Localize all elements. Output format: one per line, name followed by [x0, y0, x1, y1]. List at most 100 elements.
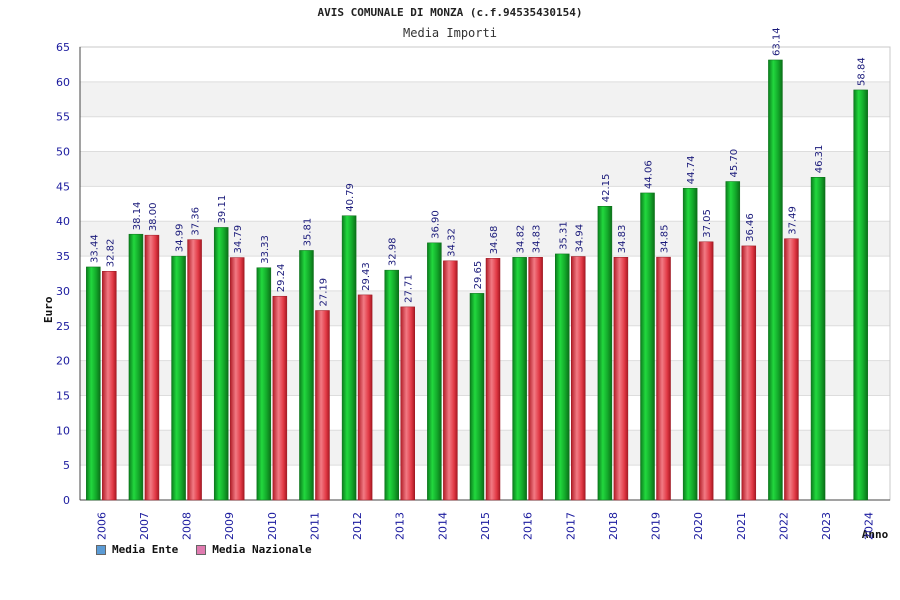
data-label: 38.14: [132, 202, 143, 231]
x-tick-label: 2006: [95, 512, 108, 540]
bar-media-nazionale-2014: [443, 260, 458, 501]
grid-band: [80, 151, 890, 187]
bar-media-ente-2015: [469, 293, 485, 501]
data-label: 37.49: [787, 206, 798, 235]
x-tick-label: 2023: [820, 512, 833, 540]
data-label: 45.70: [729, 149, 740, 178]
data-label: 33.44: [89, 234, 100, 263]
x-tick-label: 2019: [650, 512, 663, 540]
bar-media-nazionale-2006: [102, 271, 117, 501]
x-tick-label: 2008: [181, 512, 194, 540]
x-tick-label: 2012: [351, 512, 364, 540]
bar-media-nazionale-2016: [528, 257, 543, 501]
y-tick-label: 65: [56, 41, 70, 54]
bar-media-ente-2014: [427, 242, 442, 501]
bar-media-ente-2016: [512, 257, 527, 501]
data-label: 29.43: [361, 262, 372, 291]
y-tick-label: 25: [56, 320, 70, 333]
legend-swatch-media-ente: [96, 544, 106, 555]
bar-media-ente-2019: [640, 192, 655, 501]
bar-media-ente-2012: [341, 215, 357, 501]
data-label: 35.31: [558, 221, 569, 250]
bar-media-nazionale-2007: [144, 234, 160, 501]
bar-media-nazionale-2010: [272, 295, 288, 501]
bar-media-ente-2010: [256, 267, 272, 501]
x-tick-label: 2014: [436, 512, 449, 540]
data-label: 27.71: [404, 274, 415, 303]
chart-subtitle: Media Importi: [403, 26, 497, 40]
bar-media-ente-2023: [810, 177, 826, 501]
x-tick-label: 2020: [692, 512, 705, 540]
data-label: 34.83: [532, 225, 543, 254]
bar-media-ente-2022: [768, 59, 783, 501]
bar-media-ente-2006: [86, 266, 101, 501]
bar-media-ente-2024: [853, 89, 868, 501]
data-label: 35.81: [302, 218, 313, 247]
y-tick-label: 30: [56, 285, 70, 298]
data-label: 34.85: [660, 224, 671, 253]
bar-media-nazionale-2015: [485, 258, 501, 501]
grid-band: [80, 81, 890, 117]
bar-media-nazionale-2021: [741, 245, 757, 501]
x-tick-label: 2024: [863, 512, 876, 540]
data-label: 34.68: [489, 226, 500, 255]
data-label: 44.06: [644, 160, 655, 189]
data-label: 44.74: [686, 156, 697, 185]
y-tick-label: 35: [56, 250, 70, 263]
chart-title: AVIS COMUNALE DI MONZA (c.f.94535430154): [317, 6, 583, 19]
x-tick-label: 2022: [777, 512, 790, 540]
data-label: 34.82: [516, 225, 527, 254]
data-label: 27.19: [318, 278, 329, 307]
x-tick-label: 2007: [138, 512, 151, 540]
bar-media-nazionale-2008: [187, 239, 202, 501]
x-tick-label: 2021: [735, 512, 748, 540]
legend-label-media-nazionale: Media Nazionale: [212, 543, 312, 556]
data-label: 34.99: [175, 224, 186, 253]
y-tick-label: 40: [56, 215, 70, 228]
x-tick-label: 2013: [394, 512, 407, 540]
bar-media-nazionale-2020: [698, 241, 714, 501]
y-tick-label: 45: [56, 180, 70, 193]
data-label: 39.11: [217, 195, 228, 224]
x-tick-label: 2016: [522, 512, 535, 540]
x-tick-label: 2015: [479, 512, 492, 540]
data-label: 37.36: [191, 207, 202, 236]
y-tick-label: 10: [56, 424, 70, 437]
y-tick-label: 20: [56, 355, 70, 368]
data-label: 36.46: [745, 213, 756, 242]
data-label: 32.98: [388, 238, 399, 267]
bar-media-nazionale-2012: [357, 294, 373, 501]
data-label: 29.24: [276, 264, 287, 293]
x-tick-label: 2018: [607, 512, 620, 540]
y-tick-label: 55: [56, 111, 70, 124]
legend-swatch-media-nazionale: [196, 544, 207, 555]
bar-media-ente-2017: [555, 253, 570, 501]
bar-media-nazionale-2017: [571, 256, 586, 501]
x-tick-label: 2011: [308, 512, 321, 540]
data-label: 46.31: [814, 145, 825, 174]
bar-media-ente-2013: [384, 269, 399, 501]
bar-media-nazionale-2013: [400, 306, 415, 501]
data-label: 42.15: [601, 174, 612, 203]
bar-media-ente-2007: [128, 233, 144, 501]
bar-media-nazionale-2011: [315, 310, 330, 501]
x-axis-label: Anno: [862, 528, 889, 541]
bar-media-ente-2021: [725, 181, 741, 501]
data-label: 40.79: [345, 183, 356, 212]
legend-item-media-nazionale: Media Nazionale: [196, 543, 312, 556]
bar-media-nazionale-2009: [229, 257, 245, 501]
bar-media-nazionale-2022: [784, 238, 799, 501]
legend: Media Ente Media Nazionale: [96, 543, 312, 556]
legend-label-media-ente: Media Ente: [112, 543, 179, 556]
bar-media-ente-2020: [682, 187, 698, 501]
y-tick-label: 0: [63, 494, 70, 507]
data-label: 63.14: [771, 27, 782, 56]
bar-media-ente-2009: [213, 227, 229, 501]
legend-item-media-ente: Media Ente: [96, 543, 178, 556]
data-label: 38.00: [148, 203, 159, 232]
data-label: 36.90: [430, 210, 441, 239]
data-label: 29.65: [473, 261, 484, 290]
y-tick-label: 50: [56, 146, 70, 159]
x-tick-label: 2009: [223, 512, 236, 540]
